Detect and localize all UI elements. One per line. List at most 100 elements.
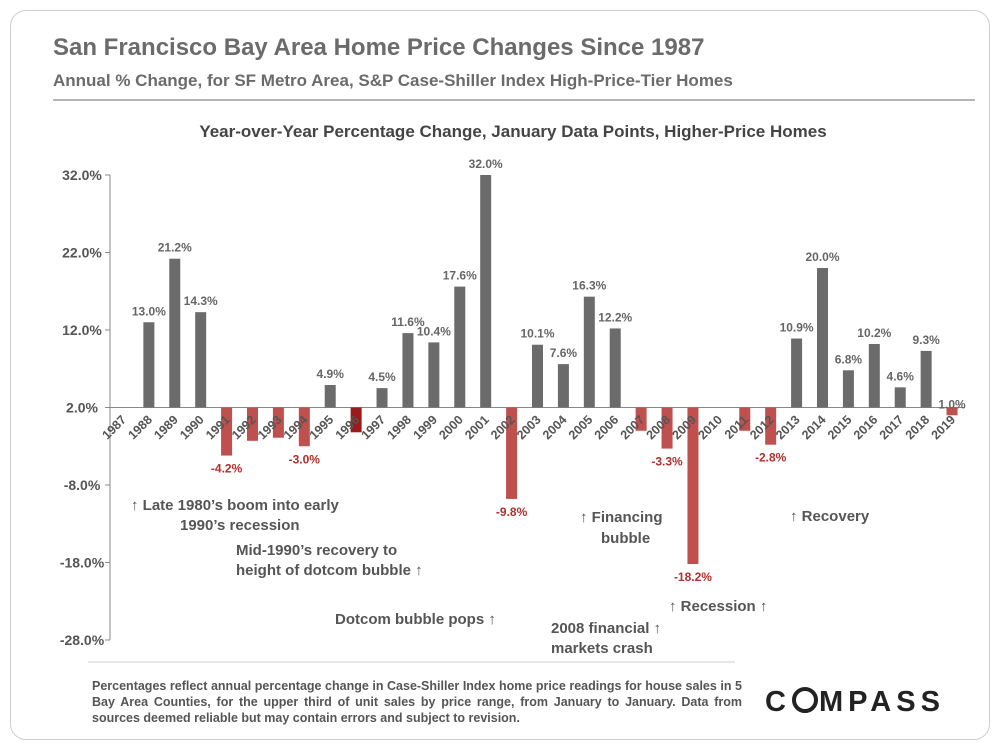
bar-2014 (817, 268, 828, 408)
annotation-financing-line2: bubble (601, 530, 650, 547)
x-tick-label-2005: 2005 (566, 413, 596, 443)
data-label-2003: 10.1% (520, 327, 554, 341)
x-tick-label-2019: 2019 (929, 413, 959, 443)
x-tick-label-2010: 2010 (695, 413, 725, 443)
bar-1996 (350, 407, 362, 433)
bar-2001 (480, 175, 492, 408)
x-tick-label-2013: 2013 (773, 413, 803, 443)
data-label-1988: 13.0% (132, 304, 166, 318)
bar-2006 (609, 328, 621, 408)
bar-2005 (583, 296, 595, 408)
bar-1991 (221, 407, 233, 456)
data-label-2013: 10.9% (780, 321, 814, 335)
y-tick-label: -8.0% (64, 477, 101, 493)
page-title: San Francisco Bay Area Home Price Change… (53, 34, 705, 61)
bar-1995 (324, 385, 336, 408)
annotation-financing-line1: ↑ Financing (580, 509, 663, 526)
x-tick-label-2016: 2016 (851, 413, 881, 443)
data-label-2012: -2.8% (755, 451, 787, 465)
annotation-2008-crash-line1: 2008 financial ↑ (551, 620, 661, 637)
bar-1990 (195, 312, 207, 408)
data-label-2016: 10.2% (857, 326, 891, 340)
bar-1994 (298, 407, 310, 447)
data-label-2004: 7.6% (550, 346, 578, 360)
x-tick-label-1997: 1997 (359, 413, 389, 443)
y-tick-label: 2.0% (66, 400, 98, 416)
data-label-2017: 4.6% (887, 369, 915, 383)
bar-2015 (842, 370, 854, 408)
bar-2003 (532, 344, 543, 408)
y-tick-label: -28.0% (60, 632, 105, 648)
x-tick-label-1998: 1998 (385, 413, 415, 443)
annotation-late-1980s-line1: ↑ Late 1980’s boom into early (131, 497, 340, 514)
bar-2016 (868, 343, 880, 408)
data-label-2001: 32.0% (469, 157, 503, 171)
data-label-2000: 17.6% (443, 269, 477, 283)
bar-2002 (506, 407, 518, 499)
y-tick-label: 22.0% (62, 245, 102, 261)
x-tick-label-2015: 2015 (825, 413, 855, 443)
bar-2019 (946, 407, 958, 416)
x-tick-label-1988: 1988 (125, 413, 155, 443)
annotations: ↑ Late 1980’s boom into early 1990’s rec… (131, 497, 870, 657)
x-tick-label-2017: 2017 (877, 413, 907, 443)
x-tick-label-2001: 2001 (462, 413, 492, 443)
data-label-2005: 16.3% (572, 279, 606, 293)
bar-1997 (376, 388, 388, 408)
x-tick-label-1987: 1987 (100, 413, 130, 443)
bar-2018 (920, 350, 932, 408)
x-tick-label-2014: 2014 (799, 413, 829, 443)
data-label-1990: 14.3% (184, 294, 218, 308)
logo-letter-c: C (765, 686, 791, 718)
x-tick-label-2003: 2003 (514, 413, 544, 443)
footnote: Percentages reflect annual percentage ch… (92, 679, 742, 725)
data-label-1989: 21.2% (158, 241, 192, 255)
data-label-1997: 4.5% (368, 370, 396, 384)
annotation-2008-crash-line2: markets crash (551, 640, 653, 657)
page-subtitle: Annual % Change, for SF Metro Area, S&P … (53, 71, 733, 90)
x-tick-label-2006: 2006 (592, 413, 622, 443)
bar-2007 (635, 407, 647, 431)
compass-logo: C MPASS (765, 686, 945, 719)
data-label-2008: -3.3% (651, 455, 683, 469)
x-tick-label-1989: 1989 (151, 413, 181, 443)
bar-2012 (765, 407, 777, 445)
annotation-late-1980s-line2: 1990’s recession (180, 517, 300, 534)
x-tick-label-1995: 1995 (307, 413, 337, 443)
bar-2009 (687, 407, 699, 565)
data-label-1999: 10.4% (417, 324, 451, 338)
x-tick-label-1990: 1990 (177, 413, 207, 443)
data-label-2009: -18.2% (674, 570, 712, 584)
data-label-2019: 1.0% (938, 397, 966, 411)
bar-1988 (143, 322, 155, 408)
x-tick-label-2004: 2004 (540, 413, 570, 443)
bar-2013 (791, 338, 803, 408)
bar-1998 (402, 333, 414, 408)
data-label-2006: 12.2% (598, 310, 632, 324)
data-label-2002: -9.8% (496, 505, 528, 519)
data-label-2018: 9.3% (912, 333, 940, 347)
data-label-2015: 6.8% (835, 352, 863, 366)
bar-1992 (247, 407, 258, 441)
data-label-1991: -4.2% (211, 462, 243, 476)
annotation-recovery: ↑ Recovery (790, 508, 870, 525)
title-divider (53, 99, 975, 101)
x-tick-label-1999: 1999 (410, 413, 440, 443)
bar-1999 (428, 342, 440, 408)
bar-series (143, 175, 958, 565)
bar-2011 (739, 407, 751, 431)
data-labels: 13.0%21.2%14.3%-4.2%-3.0%4.9% 4.5%11.6%10… (132, 157, 966, 584)
y-tick-label: 12.0% (62, 322, 102, 338)
data-label-1998: 11.6% (391, 315, 425, 329)
annotation-mid-1990s-line2: height of dotcom bubble ↑ (236, 562, 423, 579)
data-label-1995: 4.9% (317, 367, 345, 381)
annotation-mid-1990s-line1: Mid-1990’s recovery to (236, 542, 397, 559)
y-tick-label: 32.0% (62, 167, 102, 183)
x-tick-label-2018: 2018 (903, 413, 933, 443)
annotation-recession: ↑ Recession ↑ (669, 598, 767, 615)
chart-title: Year-over-Year Percentage Change, Januar… (199, 122, 826, 141)
logo-letters: MPASS (818, 686, 945, 718)
data-label-2014: 20.0% (805, 250, 839, 264)
bar-1993 (272, 407, 284, 438)
